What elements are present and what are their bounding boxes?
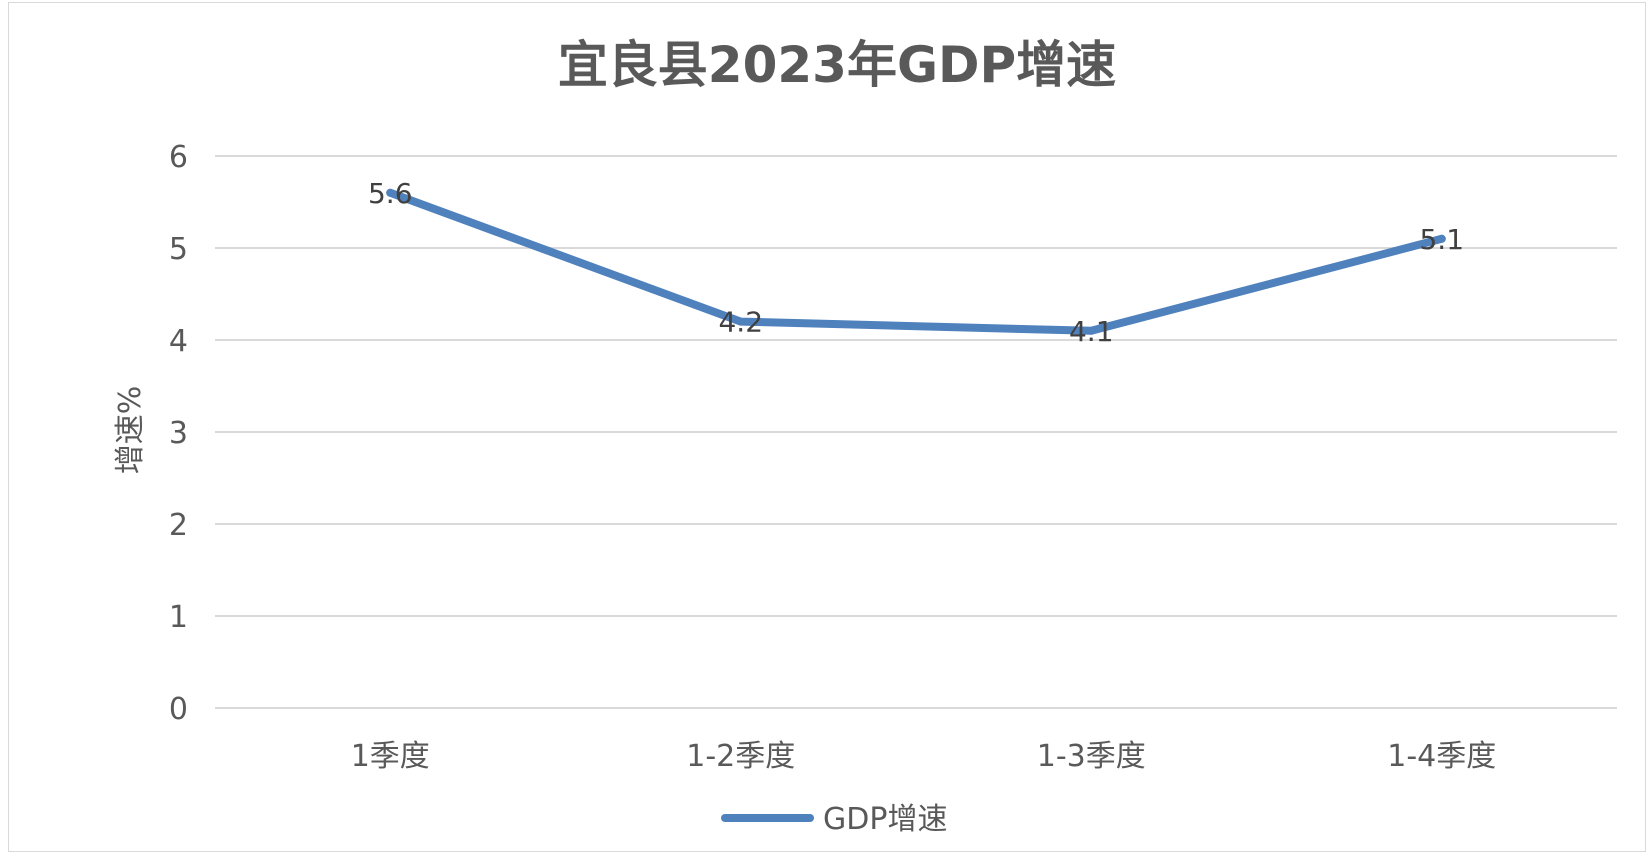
- x-tick-label-4: 1-4季度: [1387, 739, 1496, 774]
- data-point-3: [1087, 326, 1096, 335]
- x-tick-label-2: 1-2季度: [686, 739, 795, 774]
- data-label-2: 4.2: [718, 306, 763, 339]
- y-axis-title: 增速%: [113, 386, 148, 475]
- y-tick-label-2: 2: [169, 508, 188, 543]
- chart-frame: [8, 2, 1646, 852]
- y-tick-label-0: 0: [169, 692, 188, 727]
- data-labels: 5.6 4.2 4.1 5.1: [368, 177, 1464, 348]
- x-tick-label-1: 1季度: [351, 739, 430, 774]
- data-point-2: [736, 317, 745, 326]
- data-label-3: 4.1: [1069, 315, 1114, 348]
- gridlines: [215, 155, 1617, 709]
- y-tick-label-5: 5: [169, 232, 188, 267]
- x-axis-ticks: 1季度 1-2季度 1-3季度 1-4季度: [351, 739, 1497, 774]
- x-tick-label-3: 1-3季度: [1037, 739, 1146, 774]
- y-tick-label-4: 4: [169, 324, 188, 359]
- series-group: [386, 188, 1446, 335]
- data-label-1: 5.6: [368, 177, 413, 210]
- data-point-4: [1437, 234, 1446, 243]
- legend: GDP增速: [721, 802, 947, 837]
- y-tick-label-1: 1: [169, 600, 188, 635]
- chart-title: 宜良县2023年GDP增速: [558, 36, 1116, 94]
- y-tick-label-6: 6: [169, 140, 188, 175]
- y-tick-label-3: 3: [169, 416, 188, 451]
- y-axis-ticks: 0 1 2 3 4 5 6: [169, 140, 188, 727]
- data-point-1: [386, 188, 395, 197]
- series-line-0: [386, 188, 1446, 335]
- legend-label-gdp: GDP增速: [823, 802, 947, 837]
- data-label-4: 5.1: [1419, 223, 1464, 256]
